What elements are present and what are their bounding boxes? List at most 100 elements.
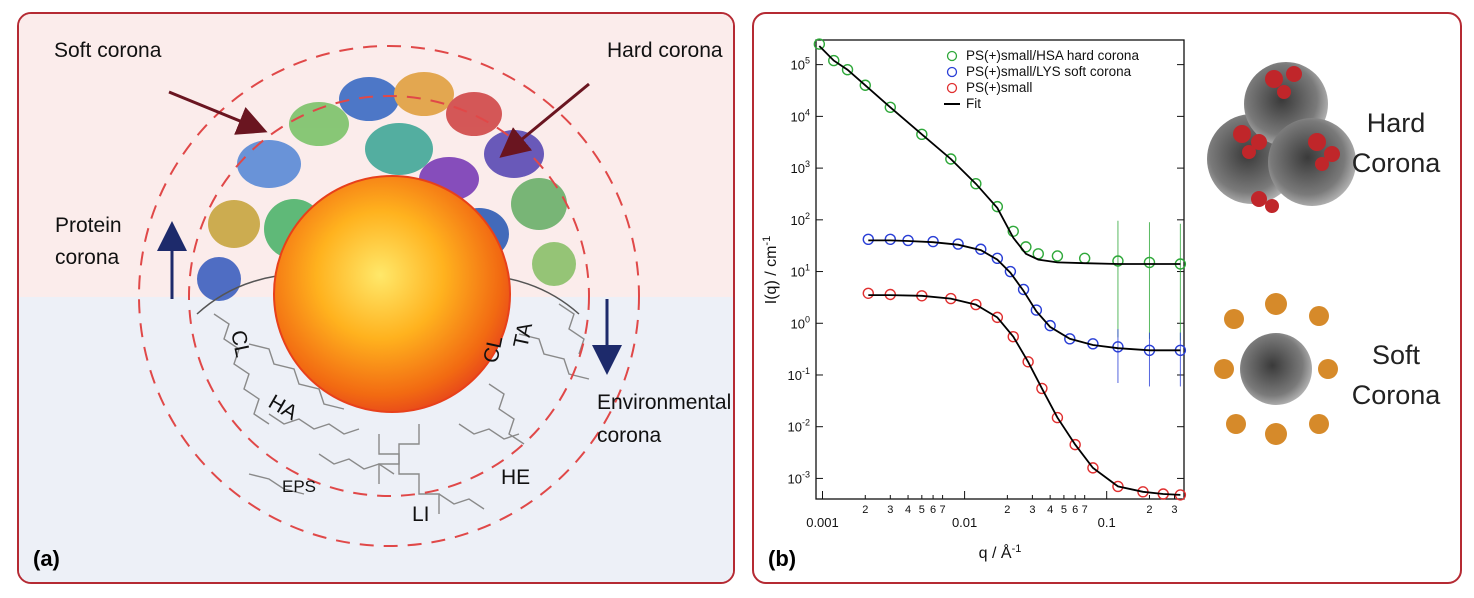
x-minor-tick-label: 7: [940, 504, 946, 516]
x-tick-label: 0.01: [952, 515, 977, 530]
panel-b: 105 104 103 102 101 100 10-1 10-2 10-3 0.001 0.01…: [752, 12, 1462, 584]
chart-legend: PS(+)small/HSA hard coronaPS(+)small/LYS…: [944, 48, 1139, 111]
y-tick-label: 102: [791, 211, 810, 228]
x-minor-tick-label: 4: [1047, 504, 1053, 516]
data-point: [1051, 250, 1064, 262]
legend-marker: [946, 82, 958, 94]
series-layer: [813, 38, 1187, 501]
data-point: [1017, 283, 1030, 296]
data-point: [1007, 330, 1019, 343]
environmental-corona-label-line2: corona: [597, 424, 662, 447]
fit-line: [868, 294, 1181, 496]
data-point: [859, 79, 871, 91]
x-minor-tick-label: 3: [887, 504, 893, 516]
x-tick-label: 0.1: [1098, 515, 1116, 530]
outer-corona-boundary: [138, 45, 640, 547]
plot-frame: [815, 39, 1185, 500]
hard-corona-illustration: [1207, 62, 1356, 213]
y-tick-label: 100: [791, 314, 810, 331]
data-point: [1036, 382, 1048, 395]
data-point: [884, 101, 896, 113]
data-point: [1069, 438, 1081, 451]
soft-corona-title-line2: Corona: [1352, 380, 1442, 410]
data-point: [1143, 256, 1156, 269]
data-point: [1004, 265, 1017, 278]
x-minor-tick-label: 5: [1061, 504, 1067, 516]
x-minor-tick-label: 3: [1029, 504, 1035, 516]
soft-corona-title-line1: Soft: [1372, 340, 1421, 370]
environmental-corona-label-line1: Environmental: [597, 391, 731, 414]
mol-label-cl-right: CL: [479, 334, 507, 365]
data-point: [991, 200, 1004, 213]
data-point: [916, 128, 928, 141]
x-minor-tick-label: 6: [1072, 504, 1078, 516]
y-tick-label: 105: [791, 56, 810, 73]
fit-line: [868, 239, 1181, 352]
soft-corona-arrow: [168, 90, 268, 135]
data-point: [1030, 304, 1043, 316]
y-tick-label: 10-2: [788, 418, 810, 435]
data-point: [1022, 356, 1034, 368]
data-point: [1112, 480, 1124, 493]
data-point: [945, 153, 957, 165]
x-minor-tick-label: 2: [1146, 504, 1152, 516]
panel-a-tag: (a): [33, 546, 60, 571]
data-point: [970, 298, 982, 311]
y-axis-title: I(q) / cm-1: [761, 236, 780, 304]
x-minor-tick-label: 4: [905, 504, 911, 516]
x-minor-tick-label: 7: [1082, 504, 1088, 516]
environmental-molecules: [213, 303, 590, 514]
legend-label: PS(+)small/LYS soft corona: [966, 64, 1132, 79]
data-point: [828, 54, 840, 67]
legend-marker: [946, 66, 958, 78]
y-tick-label: 10-1: [788, 366, 810, 383]
corona-diagram: Soft corona Hard corona Protein corona E…: [19, 14, 733, 582]
x-minor-tick-label: 2: [1004, 504, 1010, 516]
mol-label-li: LI: [412, 503, 430, 526]
x-minor-tick-label: 5: [919, 504, 925, 516]
data-point: [1044, 319, 1056, 332]
panel-b-canvas: 105 104 103 102 101 100 10-1 10-2 10-3 0.001 0.01…: [761, 38, 1442, 571]
x-minor-tick-label: 2: [862, 504, 868, 516]
data-point: [813, 38, 826, 50]
soft-corona-illustration: [1214, 293, 1338, 445]
data-point: [862, 287, 874, 299]
data-point: [841, 63, 854, 76]
hard-corona-label: Hard corona: [607, 39, 723, 62]
x-axis: 0.001 0.01 0.12 3 4 5 6 7 2 3 4 5 6 7 2 3: [806, 491, 1178, 530]
hard-corona-arrow: [499, 82, 590, 158]
hard-corona-title-line2: Corona: [1352, 148, 1442, 178]
data-point: [970, 177, 982, 190]
y-axis: 105 104 103 102 101 100 10-1 10-2 10-3: [788, 56, 1184, 486]
data-point: [1087, 462, 1099, 474]
panel-b-tag: (b): [768, 546, 796, 571]
data-point: [1112, 255, 1124, 267]
data-point: [862, 233, 874, 246]
hard-corona-title-line1: Hard: [1367, 108, 1426, 138]
fit-line: [818, 45, 1181, 265]
y-tick-label: 103: [791, 159, 810, 176]
mol-label-cl-left: CL: [226, 328, 254, 359]
mol-label-he: HE: [501, 466, 530, 489]
saxs-chart: 105 104 103 102 101 100 10-1 10-2 10-3 0.001 0.01…: [761, 38, 1187, 562]
x-minor-tick-label: 3: [1171, 504, 1177, 516]
legend-label: PS(+)small/HSA hard corona: [966, 48, 1139, 63]
inner-corona-boundary: [188, 95, 590, 497]
mol-label-eps: EPS: [282, 477, 316, 496]
protein-corona-label-line2: corona: [55, 246, 120, 269]
y-tick-label: 104: [791, 107, 810, 124]
data-point: [991, 252, 1004, 265]
x-axis-title: q / Å-1: [979, 543, 1022, 562]
x-minor-tick-label: 6: [930, 504, 936, 516]
y-tick-label: 10-3: [788, 469, 810, 486]
data-point: [1064, 333, 1076, 345]
nanoparticle: [273, 175, 511, 413]
data-point: [884, 233, 896, 246]
mol-label-ta: TA: [509, 321, 537, 351]
panel-a: Soft corona Hard corona Protein corona E…: [17, 12, 735, 584]
x-tick-label: 0.001: [806, 515, 839, 530]
data-point: [1051, 411, 1064, 424]
protein-corona-label-line1: Protein: [55, 214, 122, 237]
y-tick-label: 101: [791, 263, 810, 280]
legend-marker: [946, 50, 958, 62]
